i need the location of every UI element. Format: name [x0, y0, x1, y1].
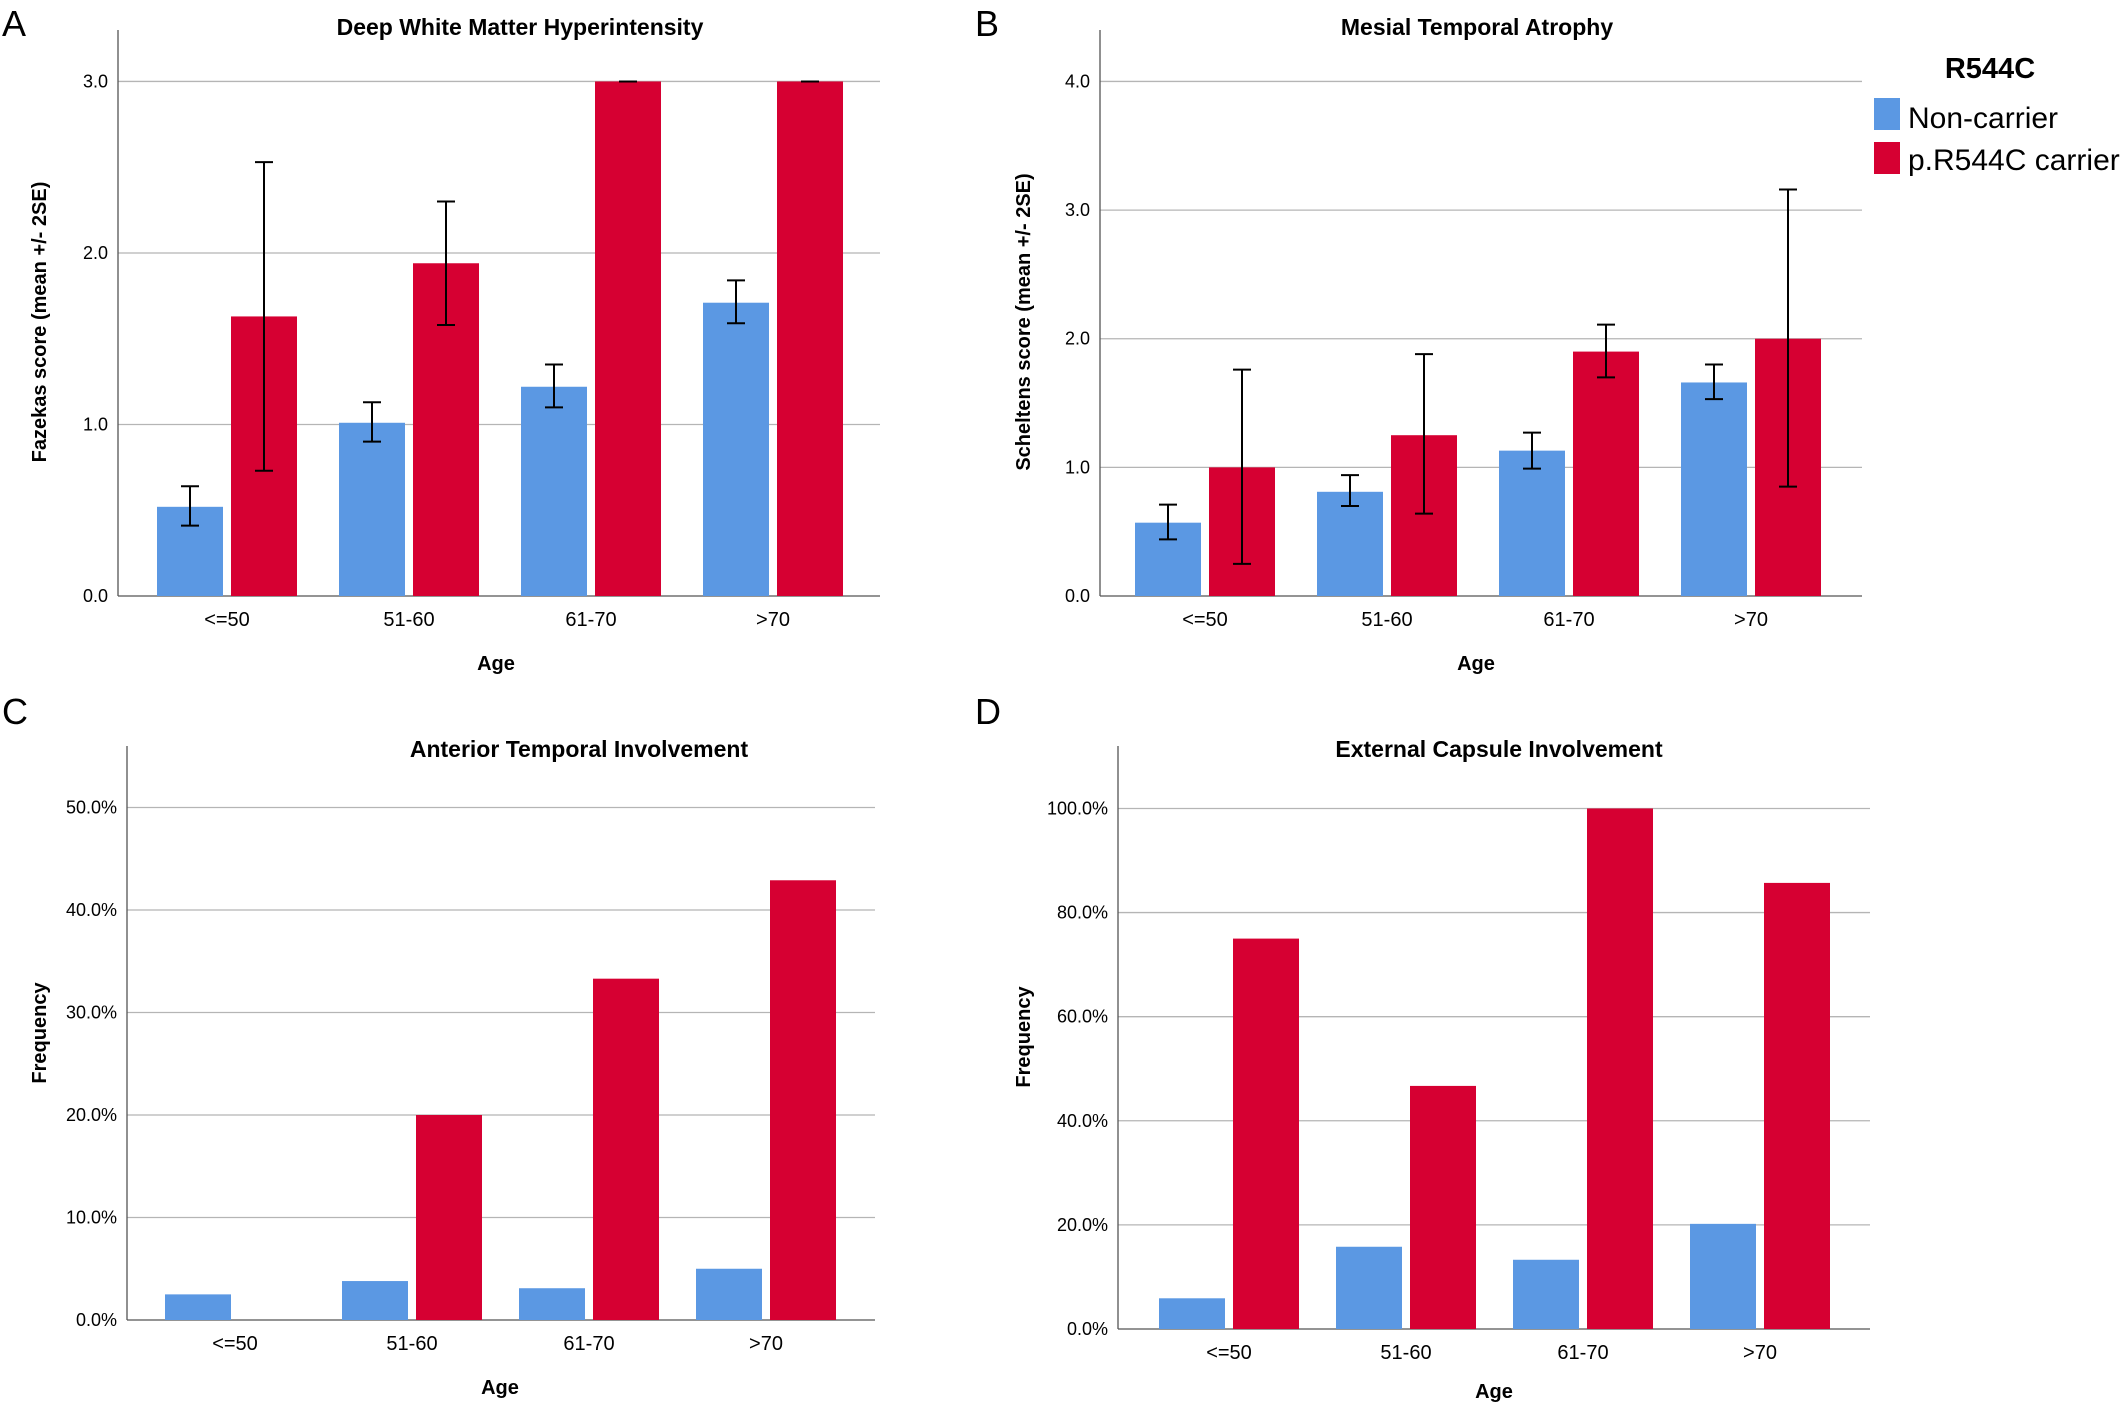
bar-c-non-carrier: [519, 1288, 585, 1320]
bar-b-non-carrier: [1681, 382, 1747, 596]
x-tick-label-a: <=50: [204, 609, 250, 631]
y-tick-label-d: 60.0%: [1057, 1007, 1108, 1027]
bar-a-non-carrier: [521, 386, 587, 596]
bar-d-carrier: [1587, 808, 1653, 1329]
chart-title-c: Anterior Temporal Involvement: [410, 736, 749, 762]
y-axis-title-b: Scheltens score (mean +/- 2SE): [1013, 173, 1035, 470]
bar-d-non-carrier: [1336, 1246, 1402, 1329]
x-tick-label-a: 61-70: [565, 609, 616, 631]
bar-d-carrier: [1764, 882, 1830, 1329]
bar-c-carrier: [770, 880, 836, 1320]
legend-title: R544C: [1945, 53, 2035, 85]
x-tick-label-d: <=50: [1206, 1342, 1252, 1364]
y-tick-label-c: 0.0%: [76, 1310, 117, 1330]
x-tick-label-c: >70: [749, 1333, 783, 1355]
y-tick-label-c: 20.0%: [66, 1105, 117, 1125]
bar-d-non-carrier: [1159, 1298, 1225, 1329]
panel-letter-b: B: [975, 3, 999, 44]
y-tick-label-b: 0.0: [1065, 586, 1090, 606]
bar-c-non-carrier: [696, 1268, 762, 1320]
chart-panel-a: A Deep White Matter Hyperintensity 0.0 1.0 2…: [2, 3, 880, 675]
y-tick-label-c: 40.0%: [66, 900, 117, 920]
chart-panel-b: B Mesial Temporal Atrophy 0.0 1.0 2.0 3.0 4.0 <…: [975, 3, 1862, 675]
y-tick-label-d: 100.0%: [1047, 798, 1108, 818]
y-tick-label-a: 1.0: [83, 414, 108, 434]
bar-b-non-carrier: [1499, 450, 1565, 596]
legend-label-non-carrier: Non-carrier: [1908, 102, 2058, 135]
x-tick-label-d: 51-60: [1380, 1342, 1431, 1364]
y-tick-label-b: 3.0: [1065, 200, 1090, 220]
y-tick-label-d: 20.0%: [1057, 1215, 1108, 1235]
y-axis-title-d: Frequency: [1013, 986, 1035, 1088]
x-axis-title-c: Age: [481, 1377, 519, 1399]
bar-d-non-carrier: [1690, 1223, 1756, 1329]
y-axis-title-a: Fazekas score (mean +/- 2SE): [29, 182, 51, 463]
legend-swatch-non-carrier: [1874, 98, 1900, 130]
chart-title-d: External Capsule Involvement: [1335, 736, 1663, 762]
bar-c-non-carrier: [165, 1294, 231, 1320]
x-axis-title-d: Age: [1475, 1381, 1513, 1403]
bar-d-carrier: [1410, 1085, 1476, 1329]
bar-a-non-carrier: [339, 422, 405, 596]
y-tick-label-d: 80.0%: [1057, 903, 1108, 923]
x-tick-label-d: >70: [1743, 1342, 1777, 1364]
y-tick-label-b: 4.0: [1065, 71, 1090, 91]
y-tick-label-a: 2.0: [83, 243, 108, 263]
y-tick-label-c: 50.0%: [66, 798, 117, 818]
panel-letter-c: C: [2, 691, 28, 732]
y-axis-title-c: Frequency: [29, 982, 51, 1084]
panel-letter-d: D: [975, 691, 1001, 732]
legend-swatch-carrier: [1874, 142, 1900, 174]
y-tick-label-c: 30.0%: [66, 1003, 117, 1023]
x-tick-label-c: <=50: [212, 1333, 258, 1355]
y-tick-label-c: 10.0%: [66, 1208, 117, 1228]
chart-title-a: Deep White Matter Hyperintensity: [337, 14, 704, 40]
x-tick-label-a: >70: [756, 609, 790, 631]
y-tick-label-b: 1.0: [1065, 457, 1090, 477]
x-tick-label-d: 61-70: [1557, 1342, 1608, 1364]
y-tick-label-d: 0.0%: [1067, 1319, 1108, 1339]
chart-panel-c: C Anterior Temporal Involvement 0.0% 10.0% 2…: [2, 691, 875, 1399]
bar-a-carrier: [777, 81, 843, 597]
x-tick-label-b: >70: [1734, 609, 1768, 631]
bar-c-carrier: [416, 1115, 482, 1320]
x-tick-label-b: 61-70: [1543, 609, 1594, 631]
x-tick-label-c: 51-60: [386, 1333, 437, 1355]
bar-a-carrier: [595, 81, 661, 597]
x-tick-label-b: <=50: [1182, 609, 1228, 631]
x-tick-label-b: 51-60: [1361, 609, 1412, 631]
bar-c-carrier: [593, 978, 659, 1320]
legend: R544C Non-carrier p.R544C carrier: [1874, 53, 2120, 177]
y-tick-label-d: 40.0%: [1057, 1111, 1108, 1131]
chart-panel-d: D External Capsule Involvement 0.0% 20.0% 40…: [975, 691, 1870, 1403]
panel-letter-a: A: [2, 3, 26, 44]
x-axis-title-b: Age: [1457, 653, 1495, 675]
bar-a-non-carrier: [703, 302, 769, 596]
x-axis-title-a: Age: [477, 653, 515, 675]
bar-d-carrier: [1233, 938, 1299, 1329]
bar-c-non-carrier: [342, 1281, 408, 1320]
x-tick-label-a: 51-60: [383, 609, 434, 631]
y-tick-label-a: 0.0: [83, 586, 108, 606]
bar-b-carrier: [1573, 351, 1639, 596]
y-tick-label-b: 2.0: [1065, 329, 1090, 349]
bar-b-non-carrier: [1317, 491, 1383, 596]
chart-title-b: Mesial Temporal Atrophy: [1341, 14, 1613, 40]
legend-label-carrier: p.R544C carrier: [1908, 144, 2120, 177]
x-tick-label-c: 61-70: [563, 1333, 614, 1355]
y-tick-label-a: 3.0: [83, 71, 108, 91]
bar-d-non-carrier: [1513, 1259, 1579, 1329]
